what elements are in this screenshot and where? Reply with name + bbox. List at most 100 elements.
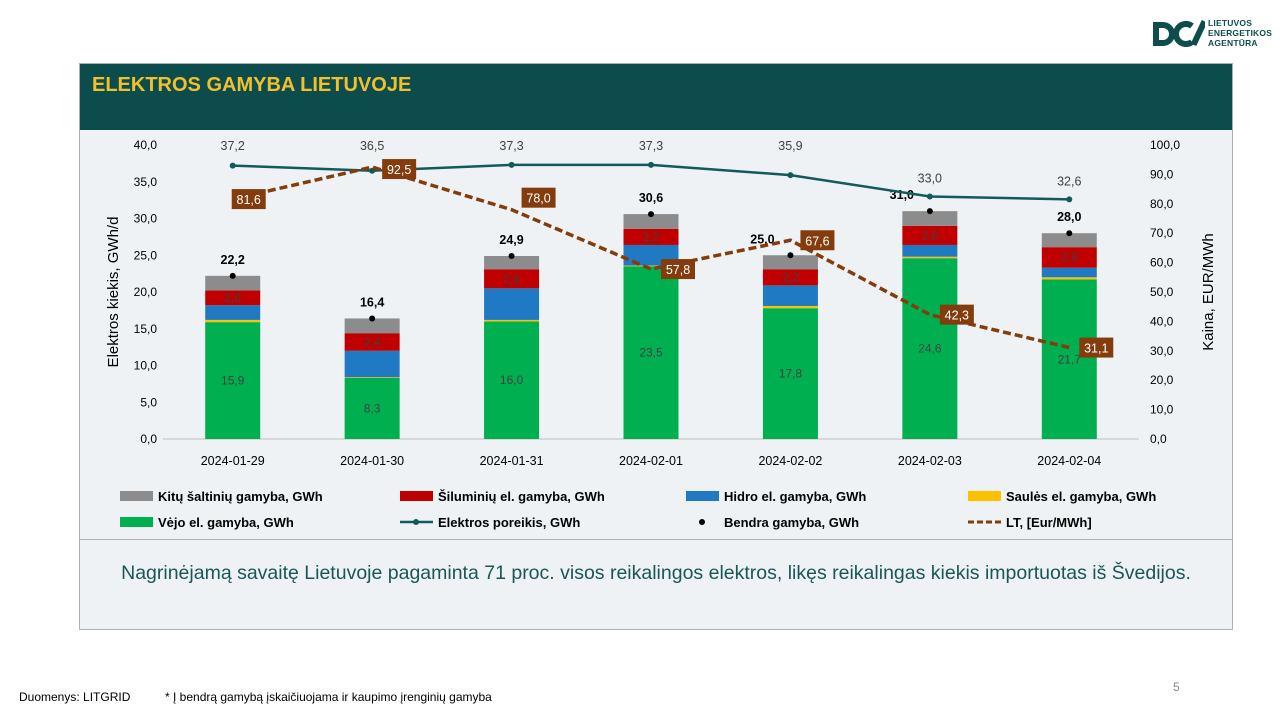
page-number: 5 (1173, 680, 1180, 694)
content-panel: ELEKTROS GAMYBA LIETUVOJE 0,0 5,0 10,0 15,0… (79, 63, 1233, 630)
x-tick-label: 2024-02-04 (1037, 454, 1101, 468)
total-label: 28,0 (1057, 210, 1081, 224)
bar-thermal (1041, 247, 1097, 268)
bar-label-wind: 16,0 (500, 373, 524, 387)
page-title: ELEKTROS GAMYBA LIETUVOJE (92, 74, 412, 96)
demand-point (787, 172, 794, 179)
footnote: * Į bendrą gamybą įskaičiuojama ir kaupi… (165, 690, 492, 704)
y2-tick-label: 40,0 (1150, 314, 1174, 328)
x-tick-label: 2024-02-02 (758, 454, 822, 468)
agency-logo: LIETUVOS ENERGETIKOS AGENTŪRA (1150, 16, 1275, 56)
total-dot (1066, 230, 1073, 237)
x-tick-label: 2024-01-31 (480, 454, 544, 468)
bar-hydro (902, 244, 958, 257)
y2-tick-label: 60,0 (1150, 256, 1174, 270)
bar-other (1041, 233, 1097, 248)
demand-point (648, 161, 654, 168)
logo-line-3: AGENTŪRA (1208, 38, 1258, 48)
y-tick-label: 30,0 (134, 212, 158, 226)
bar-solar (1041, 277, 1097, 280)
y2-tick-label: 50,0 (1150, 285, 1174, 299)
summary-text: Nagrinėjamą savaitę Lietuvoje pagaminta … (121, 562, 1191, 584)
y2-tick-label: 70,0 (1150, 226, 1174, 240)
y2-tick-label: 10,0 (1150, 403, 1174, 417)
y-axis-title: Elektros kiekis, GWh/d (105, 217, 122, 368)
price-label: 92,5 (387, 163, 411, 177)
bar-other (902, 211, 958, 226)
bar-wind (902, 258, 958, 439)
bar-other (762, 255, 818, 270)
bar-hydro (1041, 267, 1097, 278)
bar-label-thermal: 2,2 (643, 230, 660, 244)
demand-point (1066, 196, 1073, 203)
price-label: 57,8 (666, 263, 690, 277)
bar-wind (205, 322, 261, 439)
total-label: 22,2 (221, 253, 245, 267)
y-tick-label: 5,0 (140, 395, 157, 409)
price-label-box (1079, 337, 1114, 358)
legend-label: Bendra gamyba, GWh (724, 515, 859, 530)
bar-label-wind: 23,5 (639, 346, 663, 360)
legend-label: Saulės el. gamyba, GWh (1006, 489, 1156, 504)
demand-label: 36,5 (360, 139, 384, 153)
bar-label-thermal: 2,8 (1061, 250, 1078, 264)
price-label-box (382, 159, 417, 180)
total-dot (648, 211, 654, 218)
x-tick-label: 2024-01-30 (340, 454, 404, 468)
bar-solar (902, 256, 958, 259)
x-tick-label: 2024-02-01 (619, 454, 683, 468)
demand-label: 33,0 (918, 171, 942, 185)
y-tick-label: 15,0 (134, 322, 158, 336)
y-tick-label: 35,0 (134, 175, 158, 189)
price-label-box (661, 259, 695, 280)
bar-label-thermal: 2,6 (503, 272, 520, 286)
x-tick-label: 2024-01-29 (201, 454, 265, 468)
legend-swatch-other (120, 491, 153, 501)
bar-wind (344, 377, 400, 439)
price-label: 67,6 (805, 234, 829, 248)
legend-label: Šiluminių el. gamyba, GWh (438, 489, 605, 504)
price-label: 42,3 (945, 309, 969, 323)
bar-label-thermal: 2,2 (782, 270, 799, 284)
bar-label-thermal: 2,4 (364, 335, 381, 349)
price-label-box (800, 230, 835, 251)
bar-wind (484, 321, 540, 439)
demand-label: 35,9 (778, 139, 802, 153)
legend-label: LT, [Eur/MWh] (1006, 515, 1092, 530)
bar-thermal (623, 228, 679, 245)
y2-tick-label: 90,0 (1150, 167, 1174, 181)
bar-thermal (344, 333, 400, 351)
demand-label: 37,3 (499, 139, 523, 153)
bar-label-wind: 8,3 (364, 401, 381, 415)
total-label: 25,0 (750, 232, 774, 246)
price-label-box (939, 304, 974, 325)
bar-other (623, 214, 679, 229)
bar-label-wind: 24,6 (918, 342, 942, 356)
bar-thermal (762, 269, 818, 286)
bar-label-thermal: 2,6 (922, 228, 939, 242)
bar-solar (344, 377, 400, 378)
summary-box: Nagrinėjamą savaitę Lietuvoje pagaminta … (80, 539, 1232, 631)
y2-tick-label: 30,0 (1150, 344, 1174, 358)
total-dot (787, 252, 794, 259)
bar-wind (762, 308, 818, 439)
total-dot (229, 272, 236, 279)
bar-hydro (484, 288, 540, 320)
bar-other (344, 318, 400, 334)
slide-header: ELEKTROS GAMYBA LIETUVOJE (80, 64, 1232, 130)
legend-swatch-wind (120, 517, 153, 527)
bar-wind (623, 266, 679, 439)
bar-other (484, 255, 540, 270)
price-label-box (521, 187, 556, 208)
y-tick-label: 40,0 (134, 138, 158, 152)
bar-thermal (484, 269, 540, 289)
electricity-chart: 0,0 5,0 10,0 15,0 20,0 25,0 30,0 35,0 40,0 0,0 10,… (105, 138, 1217, 530)
bar-solar (484, 319, 540, 322)
price-label: 81,6 (237, 193, 261, 207)
legend-swatch-hydro (686, 491, 719, 501)
y-tick-label: 0,0 (140, 432, 157, 446)
total-label: 30,6 (639, 191, 663, 205)
logo-line-2: ENERGETIKOS (1208, 28, 1273, 38)
y-tick-label: 20,0 (134, 285, 158, 299)
price-label: 78,0 (526, 192, 550, 206)
